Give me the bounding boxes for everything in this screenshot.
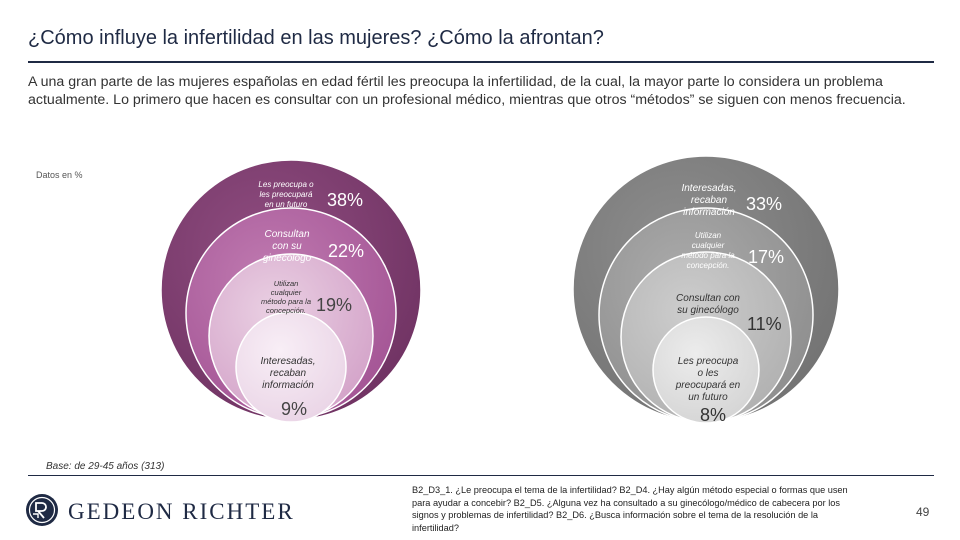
left-value-1: 38%: [327, 190, 363, 210]
page-number: 49: [916, 505, 930, 519]
chart-left: Les preocupa o les preocupará en un futuro…: [160, 159, 422, 423]
gedeon-richter-logo-icon: [26, 494, 58, 526]
left-value-2: 22%: [328, 241, 364, 261]
intro-text: A una gran parte de las mujeres española…: [28, 74, 906, 108]
page-title: ¿Cómo influye la infertilidad en las muj…: [28, 27, 604, 49]
left-value-3: 19%: [316, 295, 352, 315]
base-note: Base: de 29-45 años (313): [46, 461, 165, 472]
right-value-2: 17%: [748, 247, 784, 267]
left-label-4: Interesadas, recaban información: [260, 356, 315, 391]
brand-name: GEDEON RICHTER: [68, 499, 295, 524]
chart-right: Interesadas, recaban información 33% Utili…: [572, 155, 840, 425]
right-value-1: 33%: [746, 194, 782, 214]
right-label-1: Interesadas, recaban información: [681, 183, 736, 218]
title-divider: [28, 61, 934, 63]
right-label-3: Consultan con su ginecólogo: [676, 293, 740, 316]
right-value-4: 8%: [700, 405, 726, 425]
left-label-3: Utilizan cualquier método para la concepció…: [261, 279, 311, 315]
right-label-4: Les preocupa o les preocupará en un futuro: [675, 356, 741, 403]
left-label-1: Les preocupa o les preocupará en un futuro: [258, 180, 314, 209]
right-circle-4: [652, 316, 760, 424]
right-label-2: Utilizan cualquier método para la concepció…: [681, 231, 735, 270]
left-value-4: 9%: [281, 399, 307, 419]
left-circle-4: [235, 311, 347, 423]
question-footnote: B2_D3_1. ¿Le preocupa el tema de la infe…: [412, 485, 848, 533]
left-label-2: Consultan con su ginecólogo: [263, 229, 312, 264]
unit-note: Datos en %: [36, 170, 83, 180]
footer-divider: [28, 475, 934, 476]
right-value-3: 11%: [747, 314, 782, 334]
